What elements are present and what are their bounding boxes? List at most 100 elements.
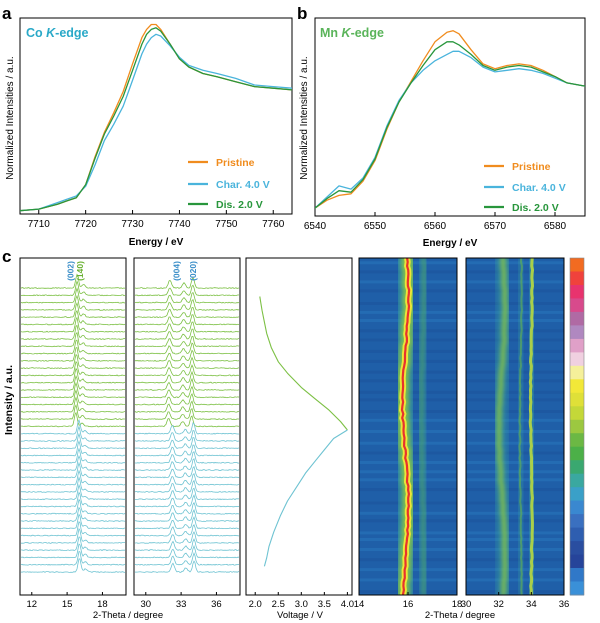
c1-pattern-21 [20,419,126,435]
colorbar-step-6 [570,325,584,340]
c4-band-1-layer-4 [400,258,411,595]
panel-c-xlabel-theta: 2-Theta / degree [93,610,163,621]
c2-pattern-39 [134,551,240,566]
c5-heatmap-bands [490,258,538,595]
c2-pattern-14 [134,370,240,384]
c5-texture-row-23 [466,478,564,482]
c2-pattern-12 [134,356,240,369]
c1-pattern-34 [20,513,126,530]
panel-b-title-prefix: Mn [320,26,342,40]
c1-peak-label-140: (140) [75,261,85,281]
c1-pattern-32 [20,498,126,515]
b-ticklabel-6560: 6560 [424,221,447,232]
colorbar-step-20 [570,514,584,529]
colorbar-step-2 [570,271,584,286]
c2-pattern-24 [134,444,240,457]
c1-pattern-35 [20,521,126,537]
legend-b-discharge-label: Dis. 2.0 V [512,202,559,214]
c5-texture-row-29 [466,538,564,541]
c2-pattern-19 [134,408,239,420]
b-line-charge [315,50,585,209]
c3-ticklabel-3.0: 3.0 [295,599,308,610]
c2-pattern-27 [134,465,240,479]
c1-pattern-38 [20,543,126,559]
colorbar-step-4 [570,298,584,313]
c5-texture-row-6 [466,310,564,314]
legend-a-pristine-label: Pristine [216,157,255,169]
panel-c1-frame [19,257,127,596]
colorbar-step-22 [570,541,584,556]
panel-a-xlabel: Energy / eV [129,237,184,248]
c5-texture-row-22 [466,470,564,474]
colorbar-step-5 [570,311,584,326]
panel-c4-xlabel: 2-Theta / degree [425,610,495,621]
c2-pattern-20 [135,415,240,428]
c1-pattern-23 [20,432,126,450]
c2-pattern-10 [134,342,240,355]
c4-ticklabel-14: 14 [354,599,365,610]
panel-a-ylabel: Normalized Intensities / a.u. [5,56,16,179]
a-ticklabel-7730: 7730 [121,219,144,230]
c5-texture-row-18 [466,430,564,433]
c1-pattern-19 [20,404,125,420]
colorbar-step-18 [570,487,584,502]
panel-b-xlabel: Energy / eV [423,238,478,249]
c3-ticklabel-3.5: 3.5 [318,599,331,610]
c1-pattern-11 [20,347,126,362]
colorbar-step-8 [570,352,584,367]
c2-pattern-36 [134,531,239,544]
c4-ticklabel-18: 18 [452,599,463,610]
c2-pattern-2 [134,284,240,297]
c1-pattern-2 [20,279,126,297]
c2-pattern-28 [134,472,240,486]
legend-a-discharge-label: Dis. 2.0 V [216,199,263,211]
c1-pattern-36 [21,527,126,544]
panel-a-xticks: 7710 7720 7730 7740 7750 7760 [28,210,285,230]
c2-pattern-18 [134,400,240,413]
c2-pattern-23 [134,436,240,450]
panel-a-title-k: K [46,26,56,40]
colorbar-frame [569,257,585,596]
c5-texture-row-32 [466,568,564,572]
c5-texture-row-15 [466,398,564,402]
colorbar-step-14 [570,433,584,448]
c5-ticklabel-30: 30 [461,599,472,610]
c1-ticklabel-12: 12 [26,599,37,610]
panel-a-frame [19,17,293,215]
c3-ticklabel-4.0: 4.0 [341,599,354,610]
colorbar-step-3 [570,285,584,299]
c5-texture-row-7 [466,319,564,322]
c2-pattern-5 [134,306,240,319]
c1-pattern-17 [20,389,126,406]
colorbar-step-9 [570,365,584,380]
c1-peak-label-002: (002) [66,261,76,281]
c2-pattern-21 [134,422,240,435]
c2-pattern-33 [134,508,240,522]
c2-ticklabel-36: 36 [211,599,222,610]
c5-texture-row-13 [466,379,564,383]
c5-texture-row-1 [466,261,564,265]
c2-pattern-3 [134,292,240,304]
panel-c2-frame [133,257,241,596]
panel-c1-xticks: 12 15 18 [26,592,108,610]
c1-pattern-25 [20,447,125,464]
c5-texture-row-3 [466,280,564,284]
c5-band-2-layer-2 [518,258,523,595]
c2-peak-label-004: (004) [171,261,181,281]
panel-b-ylabel: Normalized Intensities / a.u. [299,56,310,179]
c1-pattern-37 [20,536,126,552]
c5-texture-row-17 [466,418,564,422]
panel-a-title-suffix: -edge [55,26,88,40]
panel-c5-heatmap [466,258,564,595]
c3-voltage-charge [263,429,348,567]
b-ticklabel-6550: 6550 [364,221,387,232]
c2-pattern-17 [134,392,240,406]
b-ticklabel-6580: 6580 [544,221,567,232]
c2-pattern-13 [134,364,239,377]
c1-pattern-20 [20,411,126,428]
b-ticklabel-6540: 6540 [304,221,327,232]
c1-ticklabel-15: 15 [62,599,73,610]
c2-pattern-7 [134,321,240,333]
c5-texture-row-10 [466,349,564,353]
